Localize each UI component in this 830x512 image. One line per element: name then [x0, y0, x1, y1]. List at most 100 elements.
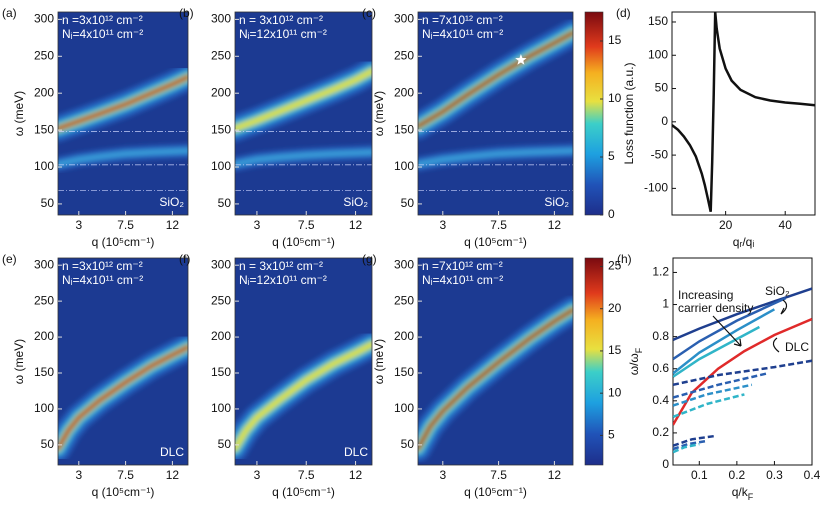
annotation: Nᵢ=4x10¹¹ cm⁻² — [422, 27, 503, 41]
x-axis-label: qᵣ/qᵢ — [733, 235, 755, 249]
frame — [417, 257, 574, 466]
x-tick-label: 3 — [254, 218, 261, 232]
y-tick-label: 150 — [211, 365, 231, 379]
heatmap-layer — [58, 334, 188, 462]
y-axis-label: ω/ωF — [627, 347, 644, 375]
y-tick-label: 150 — [34, 365, 54, 379]
x-tick-label: 40 — [779, 218, 793, 232]
ridge — [418, 147, 573, 168]
heatmap-glow — [58, 64, 188, 172]
x-axis-label: q (10⁵cm⁻¹) — [464, 235, 527, 249]
annotation: Increasing — [678, 288, 733, 302]
annotation: n =3x10¹² cm⁻² — [62, 13, 143, 27]
heatmap-glow — [418, 296, 573, 462]
line — [673, 308, 776, 375]
x-tick-label: 12 — [548, 218, 562, 232]
colorbar — [584, 11, 604, 216]
y-tick-label: 300 — [394, 12, 414, 26]
x-axis-label: q (10⁵cm⁻¹) — [464, 485, 527, 499]
star-marker — [515, 54, 527, 65]
x-axis-label: q (10⁵cm⁻¹) — [92, 485, 155, 499]
x-tick-label: 0.3 — [766, 468, 783, 482]
line — [673, 296, 787, 361]
colorbar-tick-label: 0 — [608, 207, 615, 221]
y-tick-label: 200 — [211, 85, 231, 99]
annotation: n =3x10¹² cm⁻² — [62, 259, 143, 273]
colorbar-tick-label: 10 — [608, 385, 622, 399]
panel-label: (d) — [616, 6, 631, 20]
x-tick-label: 12 — [548, 468, 562, 482]
y-axis-label: ω (meV) — [372, 91, 386, 136]
y-tick-label: 250 — [394, 293, 414, 307]
annotation: Nᵢ=12x10¹¹ cm⁻² — [239, 273, 327, 287]
y-tick-label: 0.8 — [652, 329, 669, 343]
colorbar-tick-label: 25 — [608, 259, 622, 273]
frame — [671, 11, 816, 216]
line — [673, 393, 745, 419]
x-tick-label: 3 — [439, 468, 446, 482]
x-tick-label: 7.5 — [117, 468, 134, 482]
panel-label: (c) — [362, 6, 376, 20]
colorbar — [584, 257, 604, 466]
x-tick-label: 3 — [75, 218, 82, 232]
annotation: SiO₂ — [765, 284, 790, 298]
heatmap-glow — [58, 334, 188, 462]
y-tick-label: 0 — [661, 114, 668, 128]
y-tick-label: 200 — [34, 329, 54, 343]
y-tick-label: 1.2 — [652, 265, 669, 279]
annotation: n =7x10¹² cm⁻² — [422, 259, 503, 273]
heatmap-layer — [418, 296, 573, 462]
ridge — [58, 75, 188, 131]
line — [673, 383, 753, 407]
arrow — [780, 299, 788, 315]
colorbar-tick-label: 5 — [608, 428, 615, 442]
plot-layer — [672, 12, 815, 212]
y-tick-label: 300 — [394, 257, 414, 271]
line — [673, 359, 812, 387]
y-tick-label: 250 — [34, 48, 54, 62]
frame — [417, 11, 574, 216]
y-tick-label: 0 — [662, 457, 669, 471]
panel-label: (f) — [179, 252, 190, 266]
y-tick-label: -100 — [644, 181, 668, 195]
arrow — [712, 315, 742, 347]
y-axis-label-part: F — [634, 347, 644, 353]
x-tick-label: 7.5 — [117, 218, 134, 232]
colorbar-tick-label: 20 — [608, 301, 622, 315]
annotation: n = 3x10¹² cm⁻² — [239, 259, 323, 273]
ridge — [58, 147, 188, 168]
x-axis-label-part: q/k — [732, 485, 749, 499]
y-tick-label: 50 — [655, 81, 669, 95]
panel-label: (b) — [179, 6, 194, 20]
x-tick-label: 0.4 — [804, 468, 821, 482]
line — [673, 372, 768, 399]
x-tick-label: 3 — [254, 468, 261, 482]
y-tick-label: 150 — [34, 122, 54, 136]
y-tick-label: 200 — [394, 85, 414, 99]
line — [673, 439, 708, 451]
frame — [57, 11, 189, 216]
heatmap-glow — [235, 331, 372, 462]
y-tick-label: 100 — [211, 159, 231, 173]
material-label: DLC — [344, 445, 368, 459]
annotation: Nᵢ=4x10¹¹ cm⁻² — [62, 27, 143, 41]
x-tick-label: 12 — [349, 218, 363, 232]
y-tick-label: 250 — [34, 293, 54, 307]
y-tick-label: 150 — [394, 365, 414, 379]
y-tick-label: 300 — [34, 12, 54, 26]
y-tick-label: 250 — [211, 293, 231, 307]
arrow — [772, 337, 780, 353]
x-tick-label: 0.1 — [691, 468, 708, 482]
material-label: SiO₂ — [544, 195, 569, 209]
y-tick-label: 50 — [401, 196, 415, 210]
heatmap-glow — [235, 58, 372, 172]
x-tick-label: 7.5 — [490, 218, 507, 232]
annotation: Nᵢ=4x10¹¹ cm⁻² — [422, 273, 503, 287]
y-tick-label: 100 — [394, 159, 414, 173]
line — [673, 317, 812, 426]
line — [673, 287, 812, 341]
y-tick-label: 50 — [41, 437, 55, 451]
heatmap-layer — [418, 19, 573, 192]
